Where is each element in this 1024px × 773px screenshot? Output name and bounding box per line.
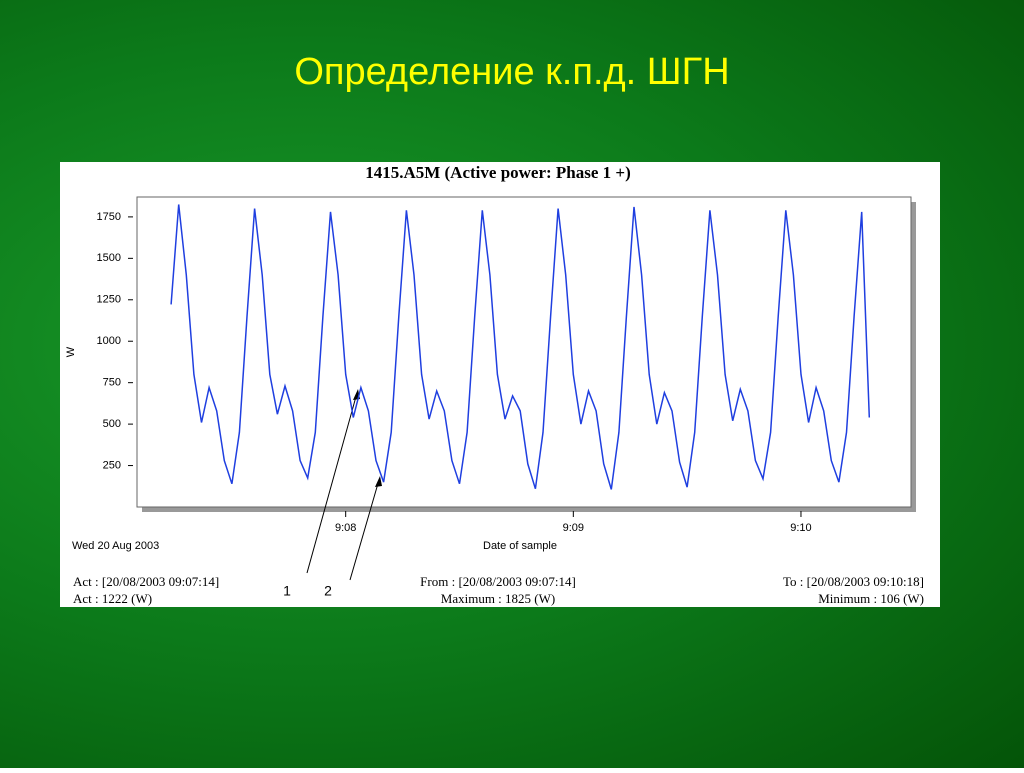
footer-act-value: Act : 1222 (W) (73, 591, 152, 606)
annotation-label: 1 (283, 583, 291, 599)
annotation-label: 2 (324, 583, 332, 599)
y-tick-label: 500 (103, 418, 121, 430)
x-tick-label: 9:10 (790, 522, 811, 534)
y-tick-label: 1750 (97, 211, 121, 223)
y-axis-label: W (65, 346, 77, 357)
footer-act-time: Act : [20/08/2003 09:07:14] (73, 574, 219, 589)
plot-layer: 250 500 750 1000 1250 1500 1750 9:08 9:09 9:10 (97, 204, 871, 534)
y-tick-label: 1500 (97, 252, 121, 264)
chart-title: 1415.A5M (Active power: Phase 1 +) (365, 163, 631, 182)
x-tick-label: 9:09 (563, 522, 584, 534)
annotation-arrow (306, 392, 358, 574)
footer-to: To : [20/08/2003 09:10:18] (783, 574, 924, 589)
y-tick-label: 250 (103, 459, 121, 471)
x-axis-label: Date of sample (483, 540, 557, 552)
y-tick-label: 1250 (97, 294, 121, 306)
y-tick-label: 1000 (97, 335, 121, 347)
data-line (170, 204, 871, 490)
x-tick-label: 9:08 (335, 522, 356, 534)
plot-area (136, 196, 912, 508)
slide-title: Определение к.п.д. ШГН (294, 51, 729, 93)
footer-minimum: Minimum : 106 (W) (818, 591, 924, 606)
arrow-head (375, 476, 382, 487)
annotation-arrow (349, 479, 380, 581)
footer-from: From : [20/08/2003 09:07:14] (420, 574, 576, 589)
footer-maximum: Maximum : 1825 (W) (441, 591, 555, 606)
date-label: Wed 20 Aug 2003 (72, 540, 159, 552)
y-tick-label: 750 (103, 377, 121, 389)
